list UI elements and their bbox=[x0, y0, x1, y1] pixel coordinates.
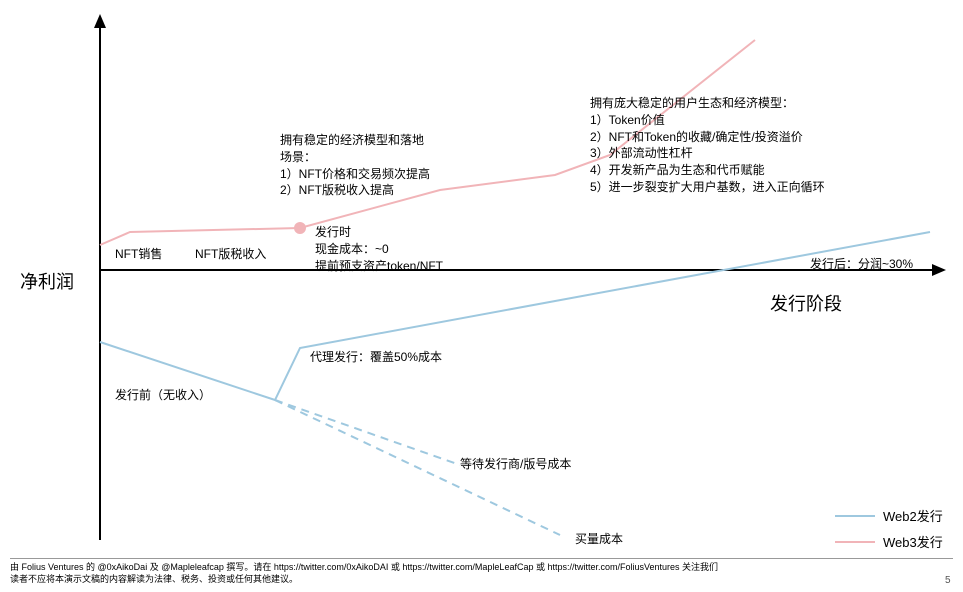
label-agent-issue: 代理发行：覆盖50%成本 bbox=[310, 348, 442, 365]
footer-rule bbox=[10, 558, 953, 559]
footer-text: 由 Folius Ventures 的 @0xAikoDai 及 @Maplel… bbox=[10, 562, 910, 585]
label-web3-block2: 拥有庞大稳定的用户生态和经济模型： 1）Token价值 2）NFT和Token的… bbox=[590, 95, 825, 196]
legend-swatch-web3 bbox=[835, 541, 875, 543]
y-axis-title: 净利润 bbox=[20, 268, 74, 294]
label-at-issue: 发行时 现金成本：~0 提前预支资产token/NFT bbox=[315, 224, 443, 274]
legend-swatch-web2 bbox=[835, 515, 875, 517]
label-nft-sales: NFT销售 bbox=[115, 245, 162, 262]
label-web3-block1: 拥有稳定的经济模型和落地 场景： 1）NFT价格和交易频次提高 2）NFT版税收… bbox=[280, 132, 430, 199]
legend-label-web3: Web3发行 bbox=[883, 532, 943, 551]
label-buy-volume: 买量成本 bbox=[575, 530, 623, 547]
series-web2 bbox=[100, 232, 930, 535]
label-pre-issue: 发行前（无收入） bbox=[115, 386, 211, 403]
label-wait-publisher: 等待发行商/版号成本 bbox=[460, 455, 571, 472]
issue-marker bbox=[294, 222, 306, 234]
label-post-issue: 发行后：分润~30% bbox=[810, 255, 913, 272]
footer-line1: 由 Folius Ventures 的 @0xAikoDai 及 @Maplel… bbox=[10, 562, 718, 572]
page-number: 5 bbox=[945, 575, 951, 586]
x-axis-title: 发行阶段 bbox=[770, 290, 842, 316]
legend-label-web2: Web2发行 bbox=[883, 506, 943, 525]
legend-web3: Web3发行 bbox=[835, 532, 943, 551]
label-nft-royalty: NFT版税收入 bbox=[195, 245, 266, 262]
footer-line2: 读者不应将本演示文稿的内容解读为法律、税务、投资或任何其他建议。 bbox=[10, 574, 298, 584]
legend-web2: Web2发行 bbox=[835, 506, 943, 525]
